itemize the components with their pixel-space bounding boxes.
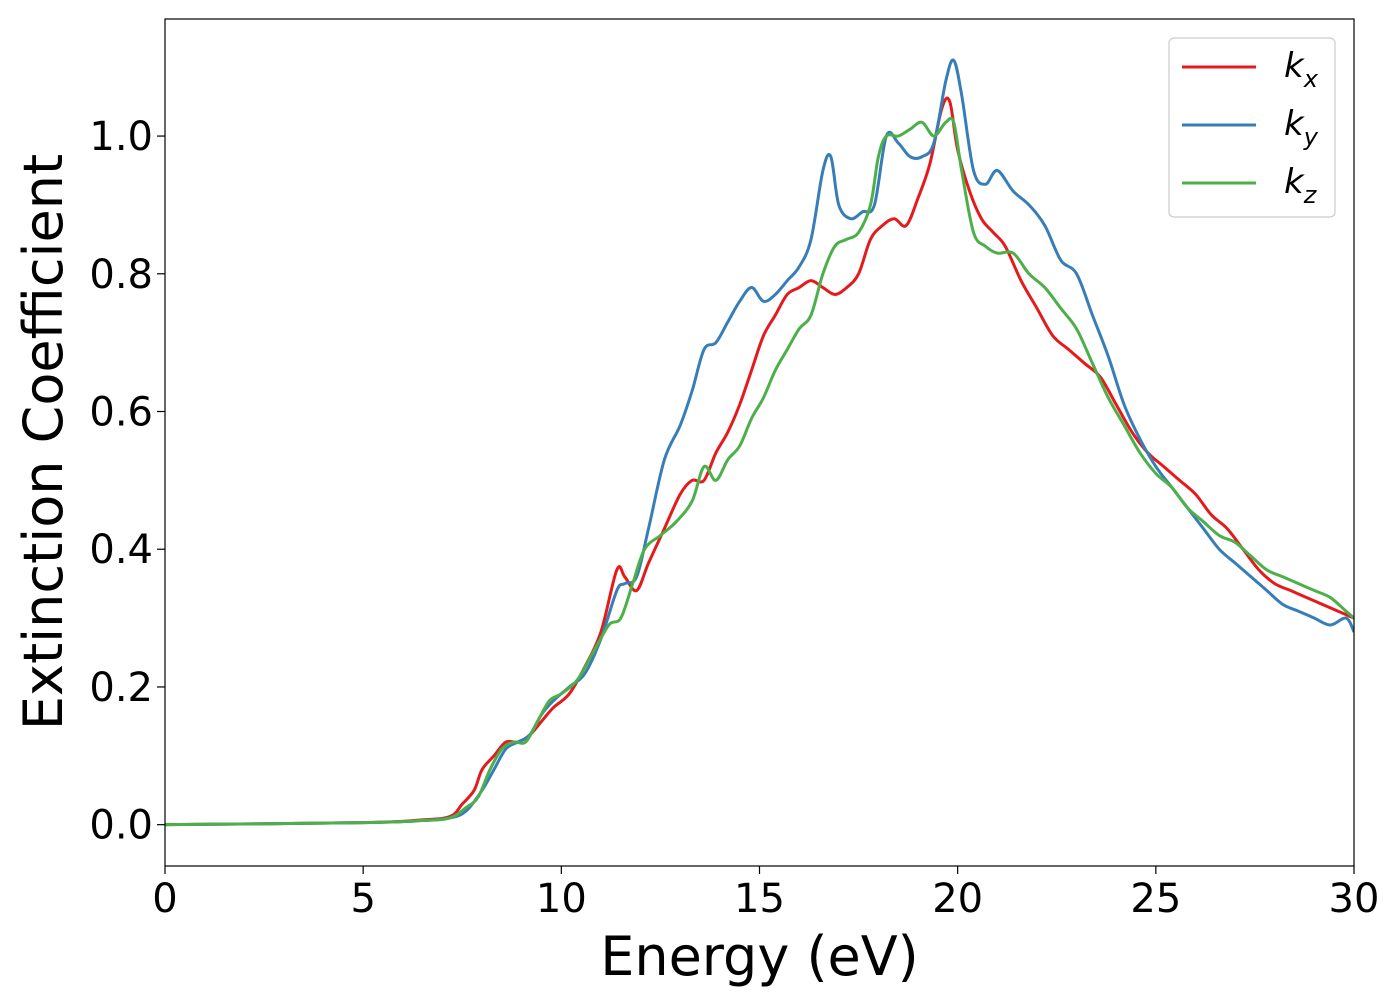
y-tick-label: 0.6 <box>89 390 153 436</box>
y-axis-title: Extinction Coefficient <box>12 154 75 730</box>
x-tick-label: 15 <box>734 876 785 922</box>
legend-label-subscript: x <box>1303 65 1319 93</box>
x-tick-label: 25 <box>1130 876 1181 922</box>
legend-label-main: k <box>1284 46 1305 86</box>
x-axis-title: Energy (eV) <box>600 925 919 988</box>
legend-label-y: ky <box>1284 104 1319 151</box>
legend-label-subscript: z <box>1303 181 1318 209</box>
legend-label-x: kx <box>1284 46 1319 93</box>
series-line-x <box>165 96 1354 827</box>
x-axis: 0 5 10 15 20 25 30 <box>152 866 1379 922</box>
legend-box <box>1168 37 1336 218</box>
x-tick-label: 0 <box>152 876 177 922</box>
y-tick-label: 1.0 <box>89 114 153 160</box>
y-tick-label: 0.2 <box>89 665 153 711</box>
x-tick-label: 20 <box>932 876 983 922</box>
x-tick-label: 5 <box>350 876 375 922</box>
legend-label-z: kz <box>1284 162 1318 209</box>
x-tick-label: 30 <box>1329 876 1380 922</box>
series-line-z <box>165 116 1354 827</box>
x-tick-label: 10 <box>536 876 587 922</box>
series-layer <box>165 58 1354 827</box>
y-tick-label: 0.4 <box>89 527 153 573</box>
y-axis: 0.0 0.2 0.4 0.6 0.8 1.0 <box>89 114 165 849</box>
y-tick-label: 0.0 <box>89 803 153 849</box>
legend-label-subscript: y <box>1303 123 1319 151</box>
legend-label-main: k <box>1284 162 1305 202</box>
legend-label-main: k <box>1284 104 1305 144</box>
y-tick-label: 0.8 <box>89 252 153 298</box>
